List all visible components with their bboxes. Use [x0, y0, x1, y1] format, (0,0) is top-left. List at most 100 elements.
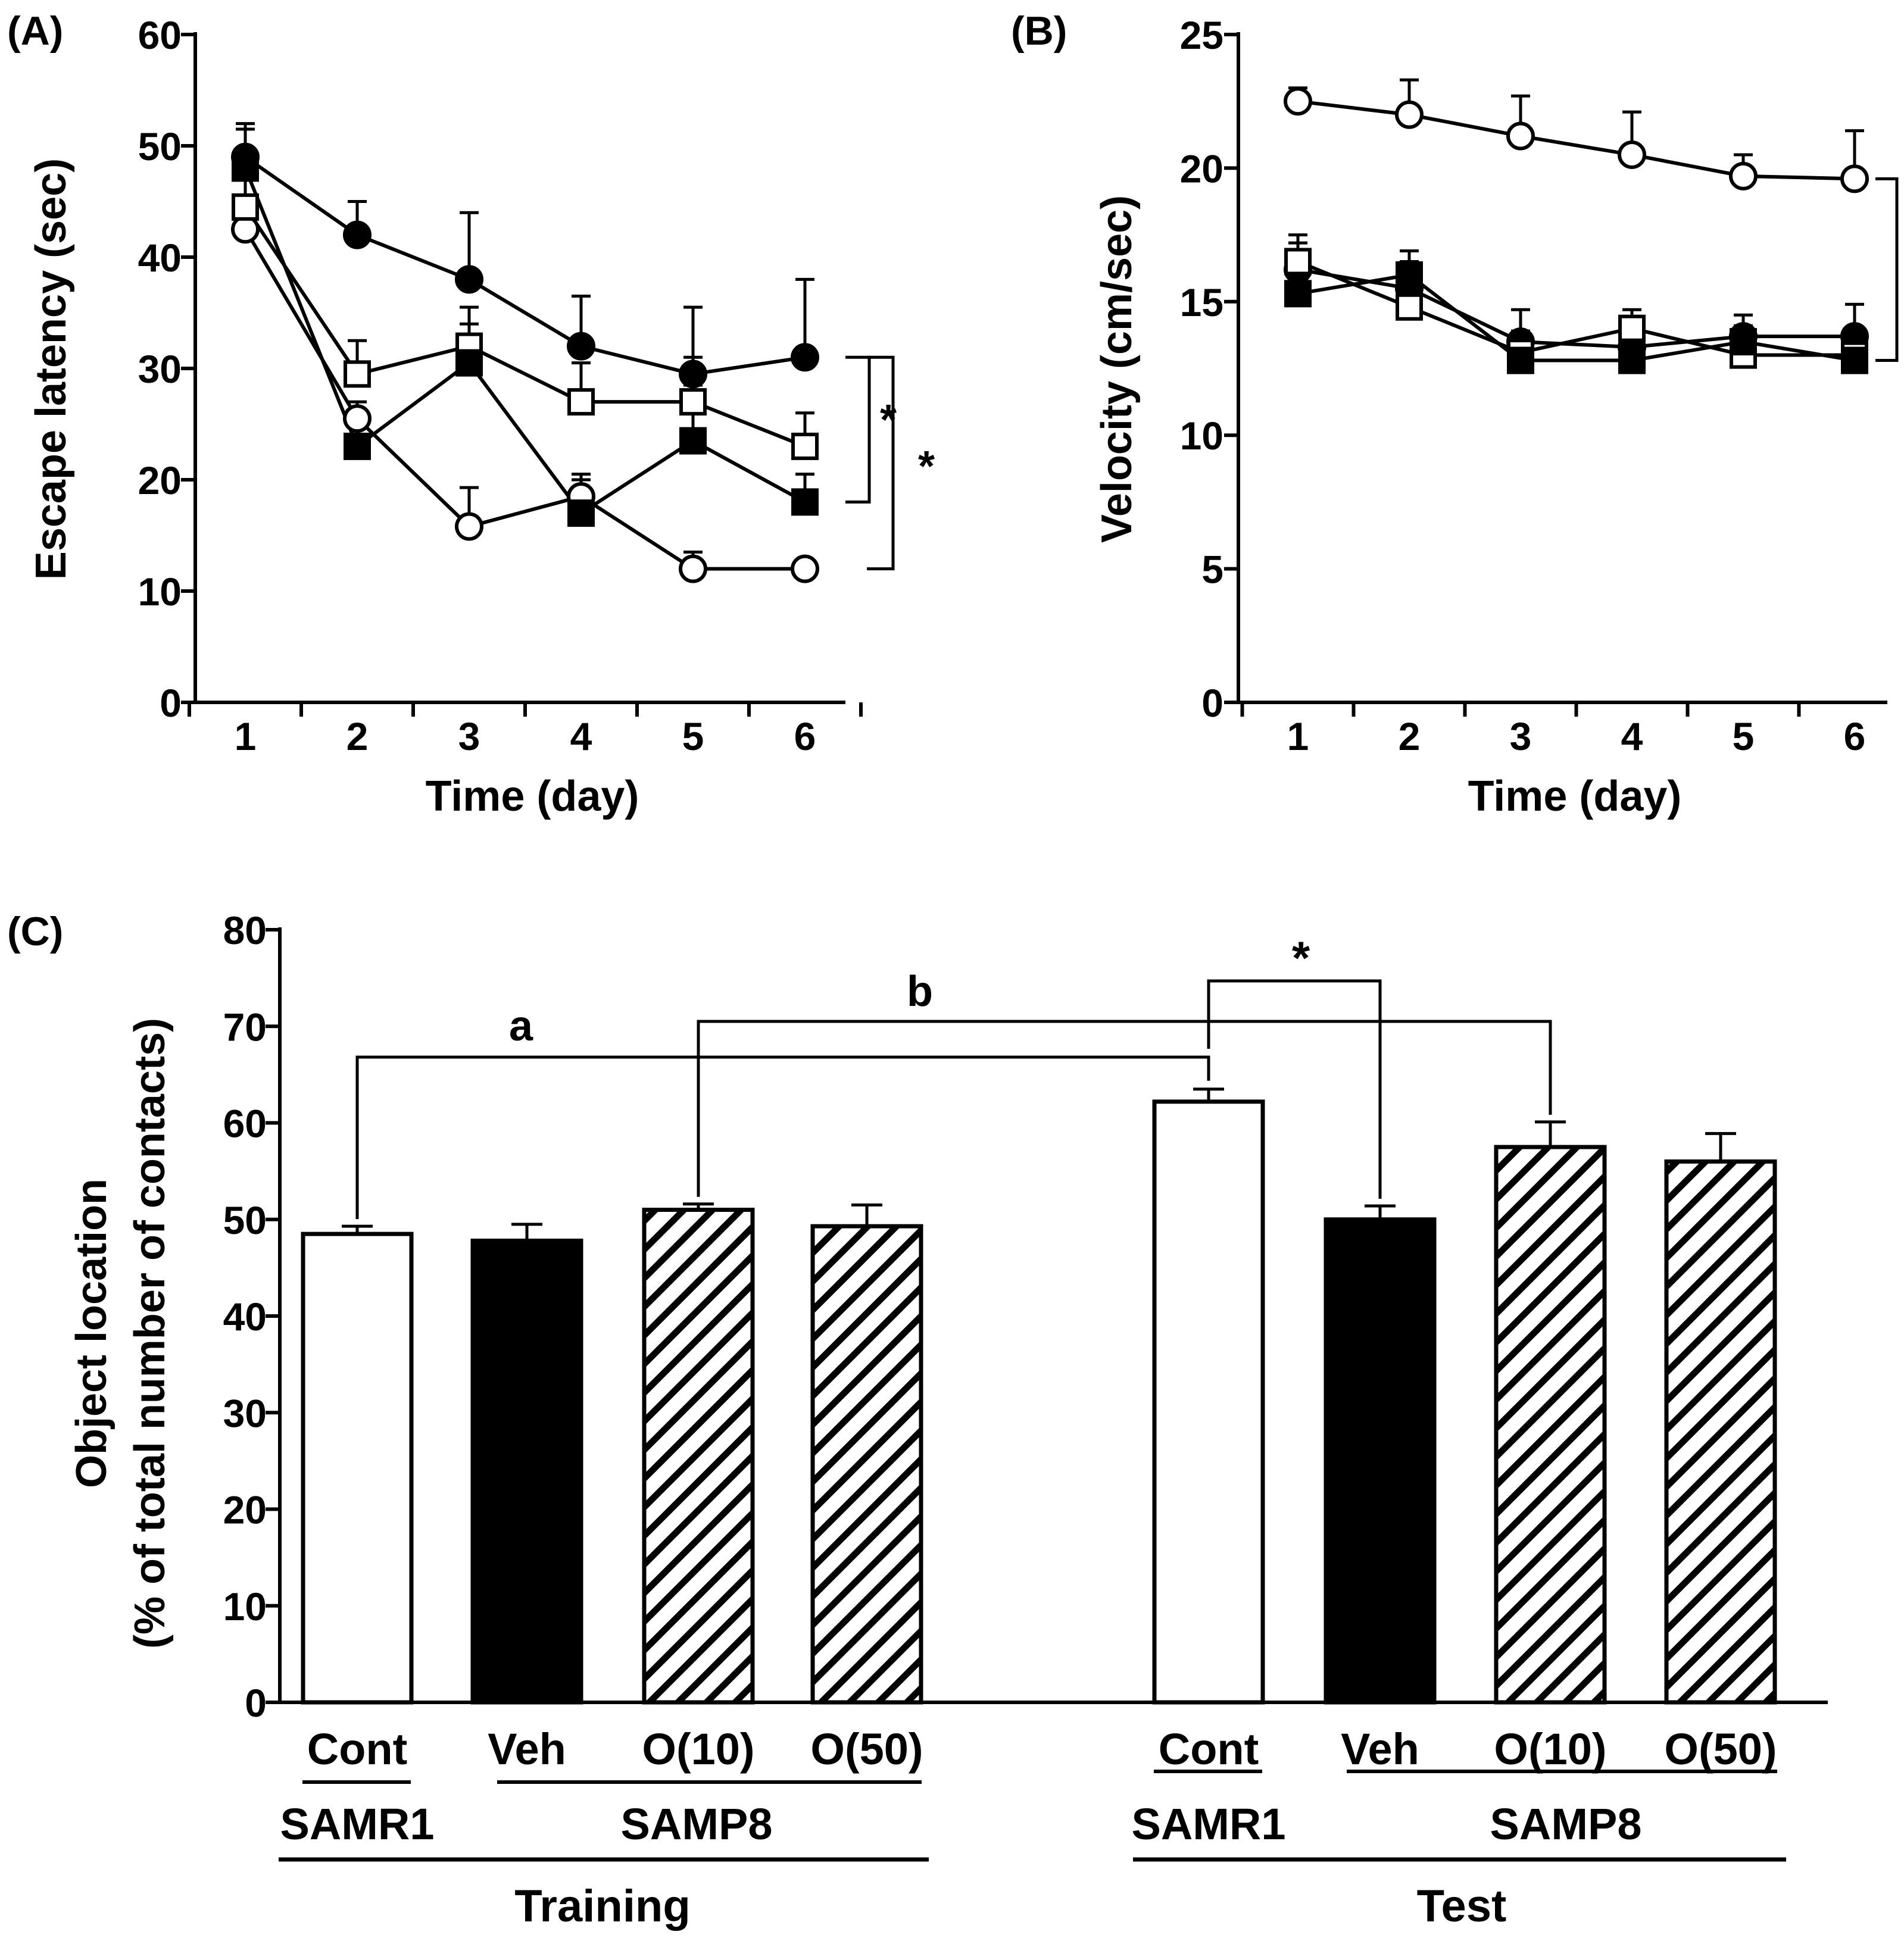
significance-label-star: * — [1292, 932, 1310, 984]
x-tick-label-b: 1 — [1287, 714, 1309, 758]
y-tick-label-b: 0 — [1201, 681, 1223, 725]
data-point-a-samp8-o-50- — [455, 349, 483, 377]
x-tick-label-a: 3 — [458, 714, 480, 758]
x-tick-label-b: 5 — [1733, 714, 1755, 758]
data-point-a-samp8-veh — [455, 265, 483, 294]
y-tick-label-b: 20 — [1180, 146, 1223, 190]
data-point-a-samp8-o-50- — [679, 427, 707, 455]
y-tick-label-c: 10 — [223, 1584, 267, 1629]
x-tick-label-b: 2 — [1399, 714, 1421, 758]
y-tick-label-a: 20 — [138, 458, 182, 502]
series-line-a-samr1-cont — [244, 228, 805, 571]
data-point-a-samp8-veh — [679, 360, 707, 389]
data-point-b-samp8-o-50- — [1730, 328, 1757, 356]
significance-bracket-a1 — [845, 355, 871, 504]
data-point-a-samp8-o-10- — [791, 432, 819, 460]
bar-label-test-cont: Cont — [1159, 1724, 1259, 1774]
y-tick-label-a: 40 — [138, 236, 182, 280]
bar-test-veh — [1324, 1217, 1437, 1705]
x-tick-label-a: 6 — [794, 714, 816, 758]
phase-label-training: Training — [514, 1881, 691, 1932]
bar-test-o50 — [1664, 1159, 1777, 1705]
y-tick-label-c: 20 — [223, 1488, 267, 1532]
group-label-test-samr1: SAMR1 — [1131, 1799, 1285, 1849]
panel-label-b: (B) — [1011, 8, 1067, 54]
bar-label-test-veh: Veh — [1341, 1724, 1419, 1774]
data-point-a-samp8-o-50- — [232, 154, 259, 182]
data-point-a-samp8-veh — [567, 332, 595, 361]
y-tick-label-b: 10 — [1180, 414, 1223, 458]
y-tick-label-c: 40 — [223, 1295, 267, 1339]
significance-bracket-star — [1207, 979, 1382, 1199]
x-tick-label-b: 3 — [1510, 714, 1532, 758]
significance-bracket-a — [355, 1055, 1210, 1220]
data-point-a-samp8-o-50- — [567, 499, 595, 527]
y-axis-label-b: Velocity (cm/sec) — [1093, 195, 1141, 543]
data-point-b-samr1-cont — [1729, 161, 1758, 190]
phase-label-test: Test — [1417, 1881, 1507, 1932]
significance-label-a: a — [509, 1002, 533, 1050]
bar-label-training-o10: O(10) — [642, 1724, 754, 1774]
data-point-b-samp8-o-50- — [1841, 346, 1868, 374]
data-point-a-samr1-cont — [343, 404, 372, 433]
x-axis-label-a: Time (day) — [426, 773, 639, 820]
y-tick-label-c: 70 — [223, 1005, 267, 1049]
significance-star-a1: * — [880, 396, 897, 444]
data-point-b-samp8-o-50- — [1618, 346, 1646, 374]
significance-star-a2: * — [918, 443, 935, 490]
x-axis-label-b: Time (day) — [1468, 773, 1682, 820]
bar-label-training-veh: Veh — [488, 1724, 566, 1774]
bar-training-cont — [301, 1232, 414, 1705]
series-line-b-samp8-o-50- — [1297, 273, 1855, 362]
bar-test-cont — [1152, 1099, 1265, 1705]
data-point-a-samr1-cont — [791, 554, 819, 583]
data-point-b-samr1-cont — [1618, 140, 1646, 169]
y-tick-label-a: 30 — [138, 347, 182, 391]
panel-label-a: (A) — [7, 8, 63, 54]
series-line-a-samp8-o-50- — [244, 167, 806, 516]
data-point-b-samr1-cont — [1395, 100, 1424, 129]
bar-training-veh — [470, 1238, 583, 1705]
data-layer — [231, 78, 1899, 1705]
significance-bracket-a2 — [867, 355, 895, 571]
data-point-b-samr1-cont — [1506, 121, 1535, 151]
y-tick-label-b: 15 — [1180, 280, 1223, 324]
y-tick-label-c: 50 — [223, 1198, 267, 1242]
series-line-a-samp8-o-10- — [244, 206, 806, 448]
series-line-b-samp8-o-10- — [1297, 260, 1855, 357]
group-label-training-samr1: SAMR1 — [280, 1799, 434, 1849]
x-tick-label-a: 1 — [235, 714, 257, 758]
data-point-a-samp8-veh — [791, 343, 819, 372]
significance-label-b: b — [907, 968, 933, 1015]
panel-label-c: (C) — [7, 909, 63, 954]
y-axis-label-c-line1: Object location — [68, 1179, 116, 1488]
data-point-a-samp8-o-50- — [344, 432, 371, 460]
data-point-a-samp8-o-10- — [232, 193, 259, 221]
significance-bracket-b — [697, 1020, 1552, 1197]
series-line-b-samp8-veh — [1297, 267, 1855, 349]
y-tick-label-a: 60 — [138, 13, 182, 57]
x-tick-label-b: 6 — [1844, 714, 1866, 758]
data-point-a-samr1-cont — [679, 554, 707, 583]
data-point-a-samp8-o-50- — [791, 488, 819, 516]
y-axis-label-c-line2: (% of total number of contacts) — [126, 1018, 174, 1649]
bar-label-test-o50: O(50) — [1664, 1724, 1777, 1774]
data-point-a-samr1-cont — [455, 512, 483, 541]
bar-test-o10 — [1494, 1145, 1607, 1705]
significance-bracket-b — [1875, 177, 1899, 362]
bar-training-o10 — [642, 1208, 755, 1705]
y-tick-label-b: 25 — [1180, 13, 1223, 57]
group-label-training-samp8: SAMP8 — [621, 1799, 773, 1849]
data-point-b-samp8-o-10- — [1284, 248, 1312, 276]
data-point-a-samp8-o-10- — [567, 388, 595, 416]
data-point-a-samp8-o-10- — [679, 388, 707, 416]
y-tick-label-a: 50 — [138, 124, 182, 168]
data-point-b-samp8-o-50- — [1284, 280, 1312, 308]
data-point-b-samp8-o-50- — [1396, 261, 1423, 289]
x-tick-label-a: 2 — [347, 714, 369, 758]
y-tick-label-c: 80 — [223, 908, 267, 952]
y-tick-label-a: 0 — [160, 681, 182, 725]
